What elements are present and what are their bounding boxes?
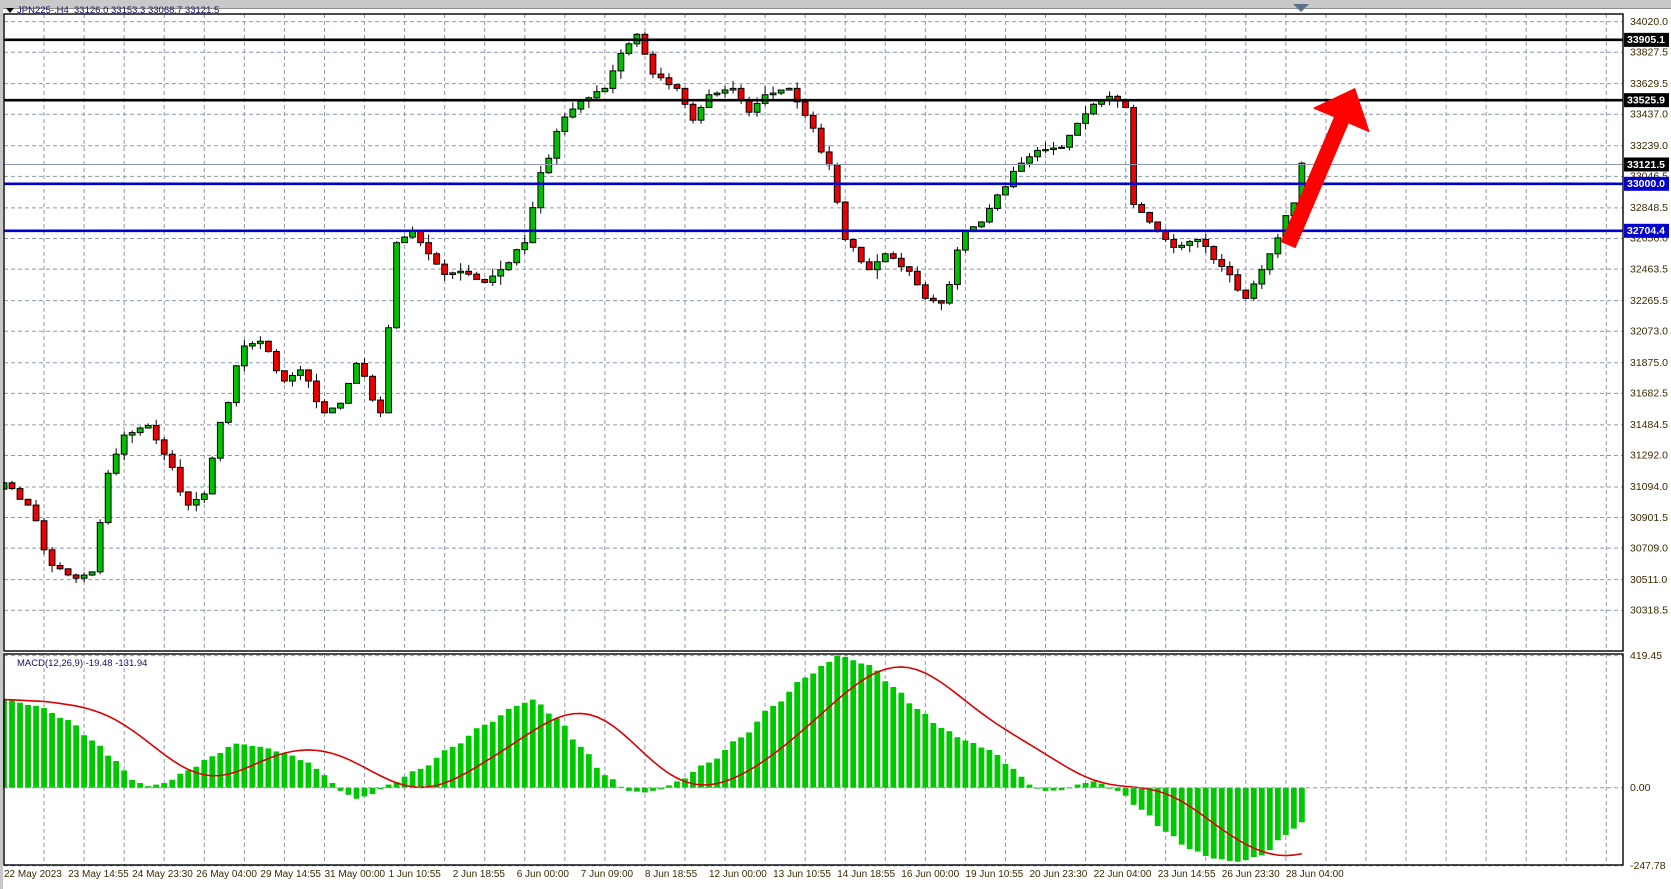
svg-text:33827.5: 33827.5	[1630, 46, 1668, 58]
svg-text:33905.1: 33905.1	[1627, 34, 1665, 46]
svg-text:31484.5: 31484.5	[1630, 419, 1668, 431]
svg-text:30709.0: 30709.0	[1630, 542, 1668, 554]
svg-text:32265.5: 32265.5	[1630, 295, 1668, 307]
svg-text:33437.0: 33437.0	[1630, 109, 1668, 121]
svg-text:34020.0: 34020.0	[1630, 16, 1668, 28]
svg-text:30901.5: 30901.5	[1630, 512, 1668, 524]
svg-text:33629.5: 33629.5	[1630, 78, 1668, 90]
svg-text:31094.0: 31094.0	[1630, 481, 1668, 493]
svg-text:32073.0: 32073.0	[1630, 325, 1668, 337]
svg-text:31292.0: 31292.0	[1630, 450, 1668, 462]
svg-text:33239.0: 33239.0	[1630, 140, 1668, 152]
svg-text:32704.4: 32704.4	[1627, 225, 1665, 237]
svg-text:30511.0: 30511.0	[1630, 574, 1667, 586]
svg-text:419.45: 419.45	[1630, 650, 1662, 662]
svg-text:0.00: 0.00	[1630, 782, 1651, 794]
svg-text:31875.0: 31875.0	[1630, 357, 1668, 369]
svg-text:33000.0: 33000.0	[1627, 178, 1665, 190]
svg-text:33525.9: 33525.9	[1627, 94, 1665, 106]
svg-text:33121.5: 33121.5	[1627, 159, 1665, 171]
svg-text:31682.5: 31682.5	[1630, 388, 1668, 400]
svg-text:32463.5: 32463.5	[1630, 263, 1668, 275]
svg-text:30318.5: 30318.5	[1630, 604, 1668, 616]
svg-text:-247.78: -247.78	[1630, 860, 1666, 872]
svg-text:32848.5: 32848.5	[1630, 202, 1668, 214]
